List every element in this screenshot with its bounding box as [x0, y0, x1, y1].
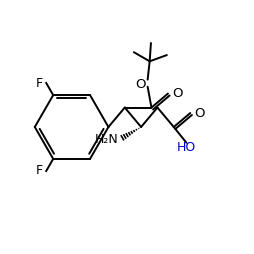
Text: HO: HO	[176, 141, 195, 154]
Text: O: O	[194, 106, 204, 120]
Text: O: O	[172, 87, 182, 100]
Text: F: F	[35, 165, 42, 178]
Text: O: O	[135, 78, 145, 91]
Text: H₂N: H₂N	[94, 133, 118, 146]
Text: F: F	[35, 76, 42, 89]
